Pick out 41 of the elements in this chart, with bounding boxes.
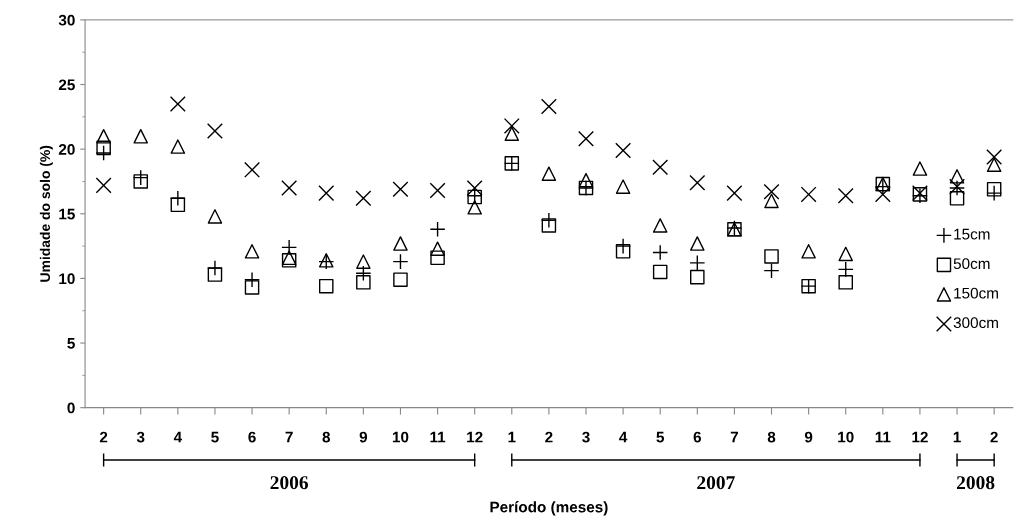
legend-label: 300cm (953, 317, 998, 329)
legend-label: 150cm (954, 287, 998, 299)
x-tick-label: 6 (248, 431, 256, 443)
x-axis-title: Período (meses) (490, 501, 608, 516)
y-tick-label: 10 (59, 273, 75, 285)
y-tick-label: 20 (58, 144, 75, 155)
x-tick-label: 11 (875, 431, 891, 443)
x-tick-label: 6 (693, 431, 701, 443)
x-tick-label: 4 (173, 431, 182, 443)
x-tick-label: 12 (467, 431, 483, 443)
x-tick-label: 9 (804, 431, 813, 443)
legend-label: 50cm (953, 258, 990, 270)
y-tick-label: 30 (58, 14, 75, 26)
x-tick-label: 1 (953, 431, 961, 443)
x-tick-label: 2 (990, 431, 998, 443)
x-tick-label: 2 (99, 431, 108, 443)
x-tick-label: 7 (285, 431, 293, 443)
x-tick-label: 9 (359, 431, 368, 443)
y-tick-label: 25 (58, 79, 75, 91)
x-tick-label: 7 (730, 431, 738, 443)
y-tick-label: 15 (59, 208, 75, 220)
x-tick-label: 10 (392, 431, 409, 443)
x-tick-label: 10 (838, 431, 854, 443)
y-tick-label: 0 (67, 402, 75, 414)
x-tick-label: 11 (430, 431, 446, 443)
x-tick-label: 5 (656, 431, 665, 443)
text: 2006 (270, 476, 309, 490)
text: 2008 (956, 476, 995, 490)
x-tick-label: 5 (211, 431, 219, 443)
x-tick-label: 1 (508, 431, 516, 443)
x-tick-label: 3 (136, 431, 145, 443)
y-tick-label: 5 (67, 338, 75, 349)
x-tick-label: 3 (582, 431, 590, 443)
x-tick-label: 12 (912, 431, 928, 443)
x-tick-label: 8 (322, 431, 331, 443)
x-tick-label: 4 (619, 431, 628, 443)
x-tick-label: 8 (767, 431, 776, 443)
y-axis-title: Umidade do solo (%) (39, 145, 53, 282)
x-tick-label: 2 (545, 431, 553, 443)
text: 2007 (697, 476, 735, 490)
legend-label: 15cm (954, 228, 990, 240)
